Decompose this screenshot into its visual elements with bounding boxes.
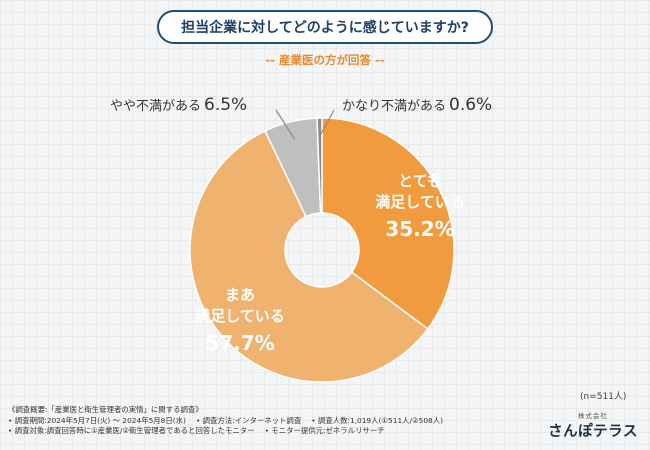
brand-logo: 株式会社 さんぽテラス bbox=[545, 410, 641, 441]
footer-count: • 調査人数:1,019人(①511人/②508人) bbox=[311, 415, 444, 425]
footer-line-2: • 調査期間:2024年5月7日(火) 〜 2024年5月8日(水) • 調査方法… bbox=[8, 416, 528, 427]
label-somewhat-dissatisfied: やや不満がある 6.5% bbox=[110, 95, 247, 115]
footer-line-3: • 調査対象:調査回答時に①産業医/②衛生管理者であると回答したモニター • モニ… bbox=[8, 426, 528, 437]
footer-target: • 調査対象:調査回答時に①産業医/②衛生管理者であると回答したモニター bbox=[8, 426, 255, 436]
brand-company-type: 株式会社 bbox=[578, 412, 608, 420]
chart-subtitle: -- 産業医の方が回答 -- bbox=[265, 53, 385, 67]
leader-line-very-dissatisfied bbox=[319, 109, 335, 137]
label-somewhat-satisfied-line2: 満足している bbox=[195, 307, 285, 325]
value-very-satisfied: 35.2% bbox=[385, 217, 454, 241]
slice-somewhat-satisfied bbox=[189, 129, 429, 383]
label-somewhat-satisfied-line1: まあ bbox=[225, 286, 255, 304]
sample-size-label: (n=511人) bbox=[580, 392, 627, 402]
chart-title: 担当企業に対してどのように感じていますか? bbox=[157, 10, 493, 44]
chart-title-text: 担当企業に対してどのように感じていますか? bbox=[181, 20, 469, 36]
slice-very-satisfied bbox=[321, 117, 455, 330]
survey-footer: 《調査概要:「産業医と衛生管理者の実情」に関する調査》 • 調査期間:2024年… bbox=[8, 405, 528, 437]
label-very-satisfied-line1: とても bbox=[398, 172, 442, 190]
label-very-dissatisfied: かなり不満がある 0.6% bbox=[342, 95, 492, 115]
slice-very-dissatisfied bbox=[316, 117, 323, 214]
label-very-satisfied-line2: 満足している bbox=[375, 193, 465, 211]
footer-period: • 調査期間:2024年5月7日(火) 〜 2024年5月8日(水) bbox=[8, 415, 186, 425]
leader-line-somewhat-dissatisfied bbox=[275, 109, 296, 140]
footer-method: • 調査方法:インターネット調査 bbox=[195, 415, 302, 425]
brand-name: さんぽテラス bbox=[548, 424, 638, 440]
footer-heading: 《調査概要:「産業医と衛生管理者の実情」に関する調査》 bbox=[8, 405, 203, 414]
value-somewhat-satisfied: 57.7% bbox=[205, 331, 274, 355]
footer-provider: • モニター提供元:ゼネラルリサーチ bbox=[264, 426, 385, 436]
